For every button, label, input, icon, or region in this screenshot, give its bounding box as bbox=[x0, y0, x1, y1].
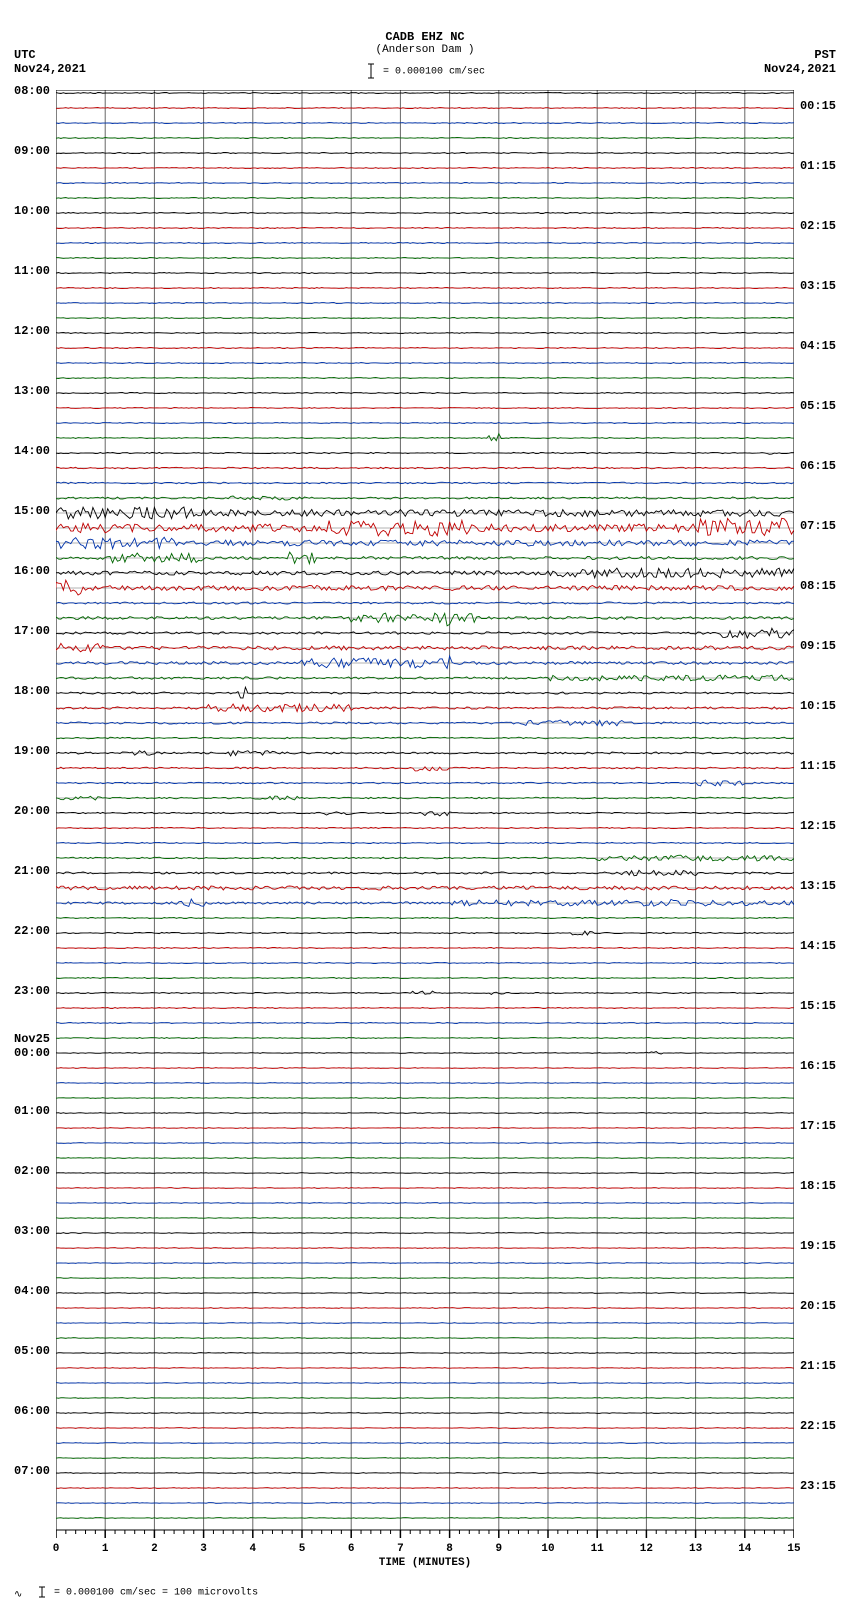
x-tick-label: 15 bbox=[787, 1543, 800, 1555]
utc-hour-label: 16:00 bbox=[14, 564, 50, 578]
utc-hour-label: 09:00 bbox=[14, 144, 50, 158]
pst-hour-label: 12:15 bbox=[800, 819, 836, 833]
utc-hour-label: 11:00 bbox=[14, 264, 50, 278]
pst-hour-label: 14:15 bbox=[800, 939, 836, 953]
utc-hour-label: 04:00 bbox=[14, 1284, 50, 1298]
station-code: CADB EHZ NC bbox=[0, 30, 850, 44]
utc-tz-label: UTC bbox=[14, 48, 36, 62]
pst-tz-label: PST bbox=[814, 48, 836, 62]
pst-hour-label: 21:15 bbox=[800, 1359, 836, 1373]
x-tick-label: 6 bbox=[348, 1543, 355, 1555]
svg-text:∿: ∿ bbox=[14, 1590, 22, 1599]
pst-hour-label: 17:15 bbox=[800, 1119, 836, 1133]
pst-hour-label: 03:15 bbox=[800, 279, 836, 293]
utc-hour-label: 07:00 bbox=[14, 1464, 50, 1478]
x-tick-label: 3 bbox=[200, 1543, 207, 1555]
x-tick-label: 7 bbox=[397, 1543, 404, 1555]
pst-hour-label: 01:15 bbox=[800, 159, 836, 173]
pst-hour-label: 22:15 bbox=[800, 1419, 836, 1433]
x-tick-label: 12 bbox=[640, 1543, 653, 1555]
pst-hour-label: 10:15 bbox=[800, 699, 836, 713]
utc-hour-label: 12:00 bbox=[14, 324, 50, 338]
utc-hour-label: 06:00 bbox=[14, 1404, 50, 1418]
x-tick-label: 0 bbox=[53, 1543, 60, 1555]
pst-hour-label: 04:15 bbox=[800, 339, 836, 353]
pst-hour-label: 19:15 bbox=[800, 1239, 836, 1253]
utc-hour-label: Nov25 00:00 bbox=[14, 1032, 50, 1060]
utc-hour-label: 20:00 bbox=[14, 804, 50, 818]
seismogram-svg bbox=[56, 90, 794, 1550]
pst-hour-label: 15:15 bbox=[800, 999, 836, 1013]
utc-hour-label: 08:00 bbox=[14, 84, 50, 98]
utc-hour-label: 01:00 bbox=[14, 1104, 50, 1118]
utc-hour-label: 23:00 bbox=[14, 984, 50, 998]
chart-header: CADB EHZ NC (Anderson Dam ) = 0.000100 c… bbox=[0, 30, 850, 80]
station-name: (Anderson Dam ) bbox=[0, 44, 850, 56]
utc-hour-label: 21:00 bbox=[14, 864, 50, 878]
utc-hour-label: 17:00 bbox=[14, 624, 50, 638]
utc-hour-label: 10:00 bbox=[14, 204, 50, 218]
x-tick-label: 2 bbox=[151, 1543, 158, 1555]
seismogram-plot bbox=[56, 90, 794, 1554]
x-tick-label: 9 bbox=[495, 1543, 502, 1555]
pst-hour-label: 11:15 bbox=[800, 759, 836, 773]
x-tick-label: 13 bbox=[689, 1543, 702, 1555]
pst-hour-label: 05:15 bbox=[800, 399, 836, 413]
pst-hour-label: 09:15 bbox=[800, 639, 836, 653]
x-axis-label: TIME (MINUTES) bbox=[56, 1557, 794, 1569]
footer-scale: ∿ = 0.000100 cm/sec = 100 microvolts bbox=[14, 1585, 258, 1599]
utc-hour-label: 15:00 bbox=[14, 504, 50, 518]
pst-hour-label: 02:15 bbox=[800, 219, 836, 233]
utc-date-label: Nov24,2021 bbox=[14, 62, 86, 76]
x-tick-label: 10 bbox=[541, 1543, 554, 1555]
x-tick-label: 4 bbox=[249, 1543, 256, 1555]
utc-hour-label: 22:00 bbox=[14, 924, 50, 938]
pst-hour-label: 23:15 bbox=[800, 1479, 836, 1493]
x-tick-label: 14 bbox=[738, 1543, 751, 1555]
x-tick-label: 1 bbox=[102, 1543, 109, 1555]
x-tick-label: 5 bbox=[299, 1543, 306, 1555]
pst-date-label: Nov24,2021 bbox=[764, 62, 836, 76]
scale-indicator: = 0.000100 cm/sec bbox=[0, 62, 850, 80]
utc-hour-label: 03:00 bbox=[14, 1224, 50, 1238]
pst-hour-label: 20:15 bbox=[800, 1299, 836, 1313]
utc-hour-label: 05:00 bbox=[14, 1344, 50, 1358]
utc-hour-label: 13:00 bbox=[14, 384, 50, 398]
utc-hour-label: 14:00 bbox=[14, 444, 50, 458]
utc-hour-label: 18:00 bbox=[14, 684, 50, 698]
x-tick-label: 11 bbox=[591, 1543, 604, 1555]
utc-hour-label: 19:00 bbox=[14, 744, 50, 758]
pst-hour-label: 16:15 bbox=[800, 1059, 836, 1073]
utc-hour-label: 02:00 bbox=[14, 1164, 50, 1178]
pst-hour-label: 08:15 bbox=[800, 579, 836, 593]
pst-hour-label: 18:15 bbox=[800, 1179, 836, 1193]
pst-hour-label: 13:15 bbox=[800, 879, 836, 893]
pst-hour-label: 07:15 bbox=[800, 519, 836, 533]
x-tick-label: 8 bbox=[446, 1543, 453, 1555]
pst-hour-label: 00:15 bbox=[800, 99, 836, 113]
pst-hour-label: 06:15 bbox=[800, 459, 836, 473]
